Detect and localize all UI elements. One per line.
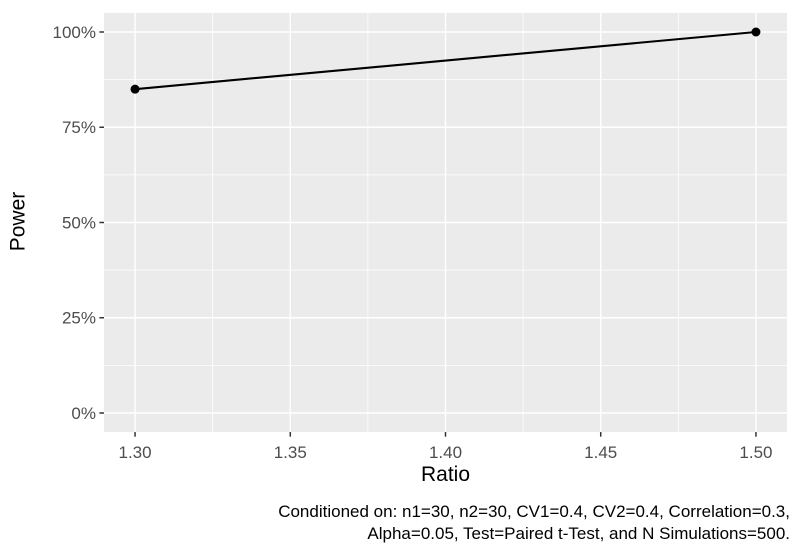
data-point [130,84,140,94]
caption-line-1: Conditioned on: n1=30, n2=30, CV1=0.4, C… [278,502,790,521]
y-tick-label: 50% [62,213,96,232]
y-tick-label: 0% [71,404,96,423]
data-point [751,27,761,37]
x-tick-label: 1.30 [118,443,151,462]
y-tick-label: 75% [62,118,96,137]
x-tick-label: 1.45 [584,443,617,462]
caption-line-2: Alpha=0.05, Test=Paired t-Test, and N Si… [367,524,790,543]
plot-caption: Conditioned on: n1=30, n2=30, CV1=0.4, C… [90,501,790,545]
x-tick-label: 1.50 [739,443,772,462]
y-tick-label: 100% [53,23,96,42]
y-tick-label: 25% [62,309,96,328]
x-tick-label: 1.40 [429,443,462,462]
series-line [134,30,757,91]
y-axis-title: Power [6,191,30,252]
x-tick-label: 1.35 [274,443,307,462]
x-axis-title: Ratio [420,463,471,486]
